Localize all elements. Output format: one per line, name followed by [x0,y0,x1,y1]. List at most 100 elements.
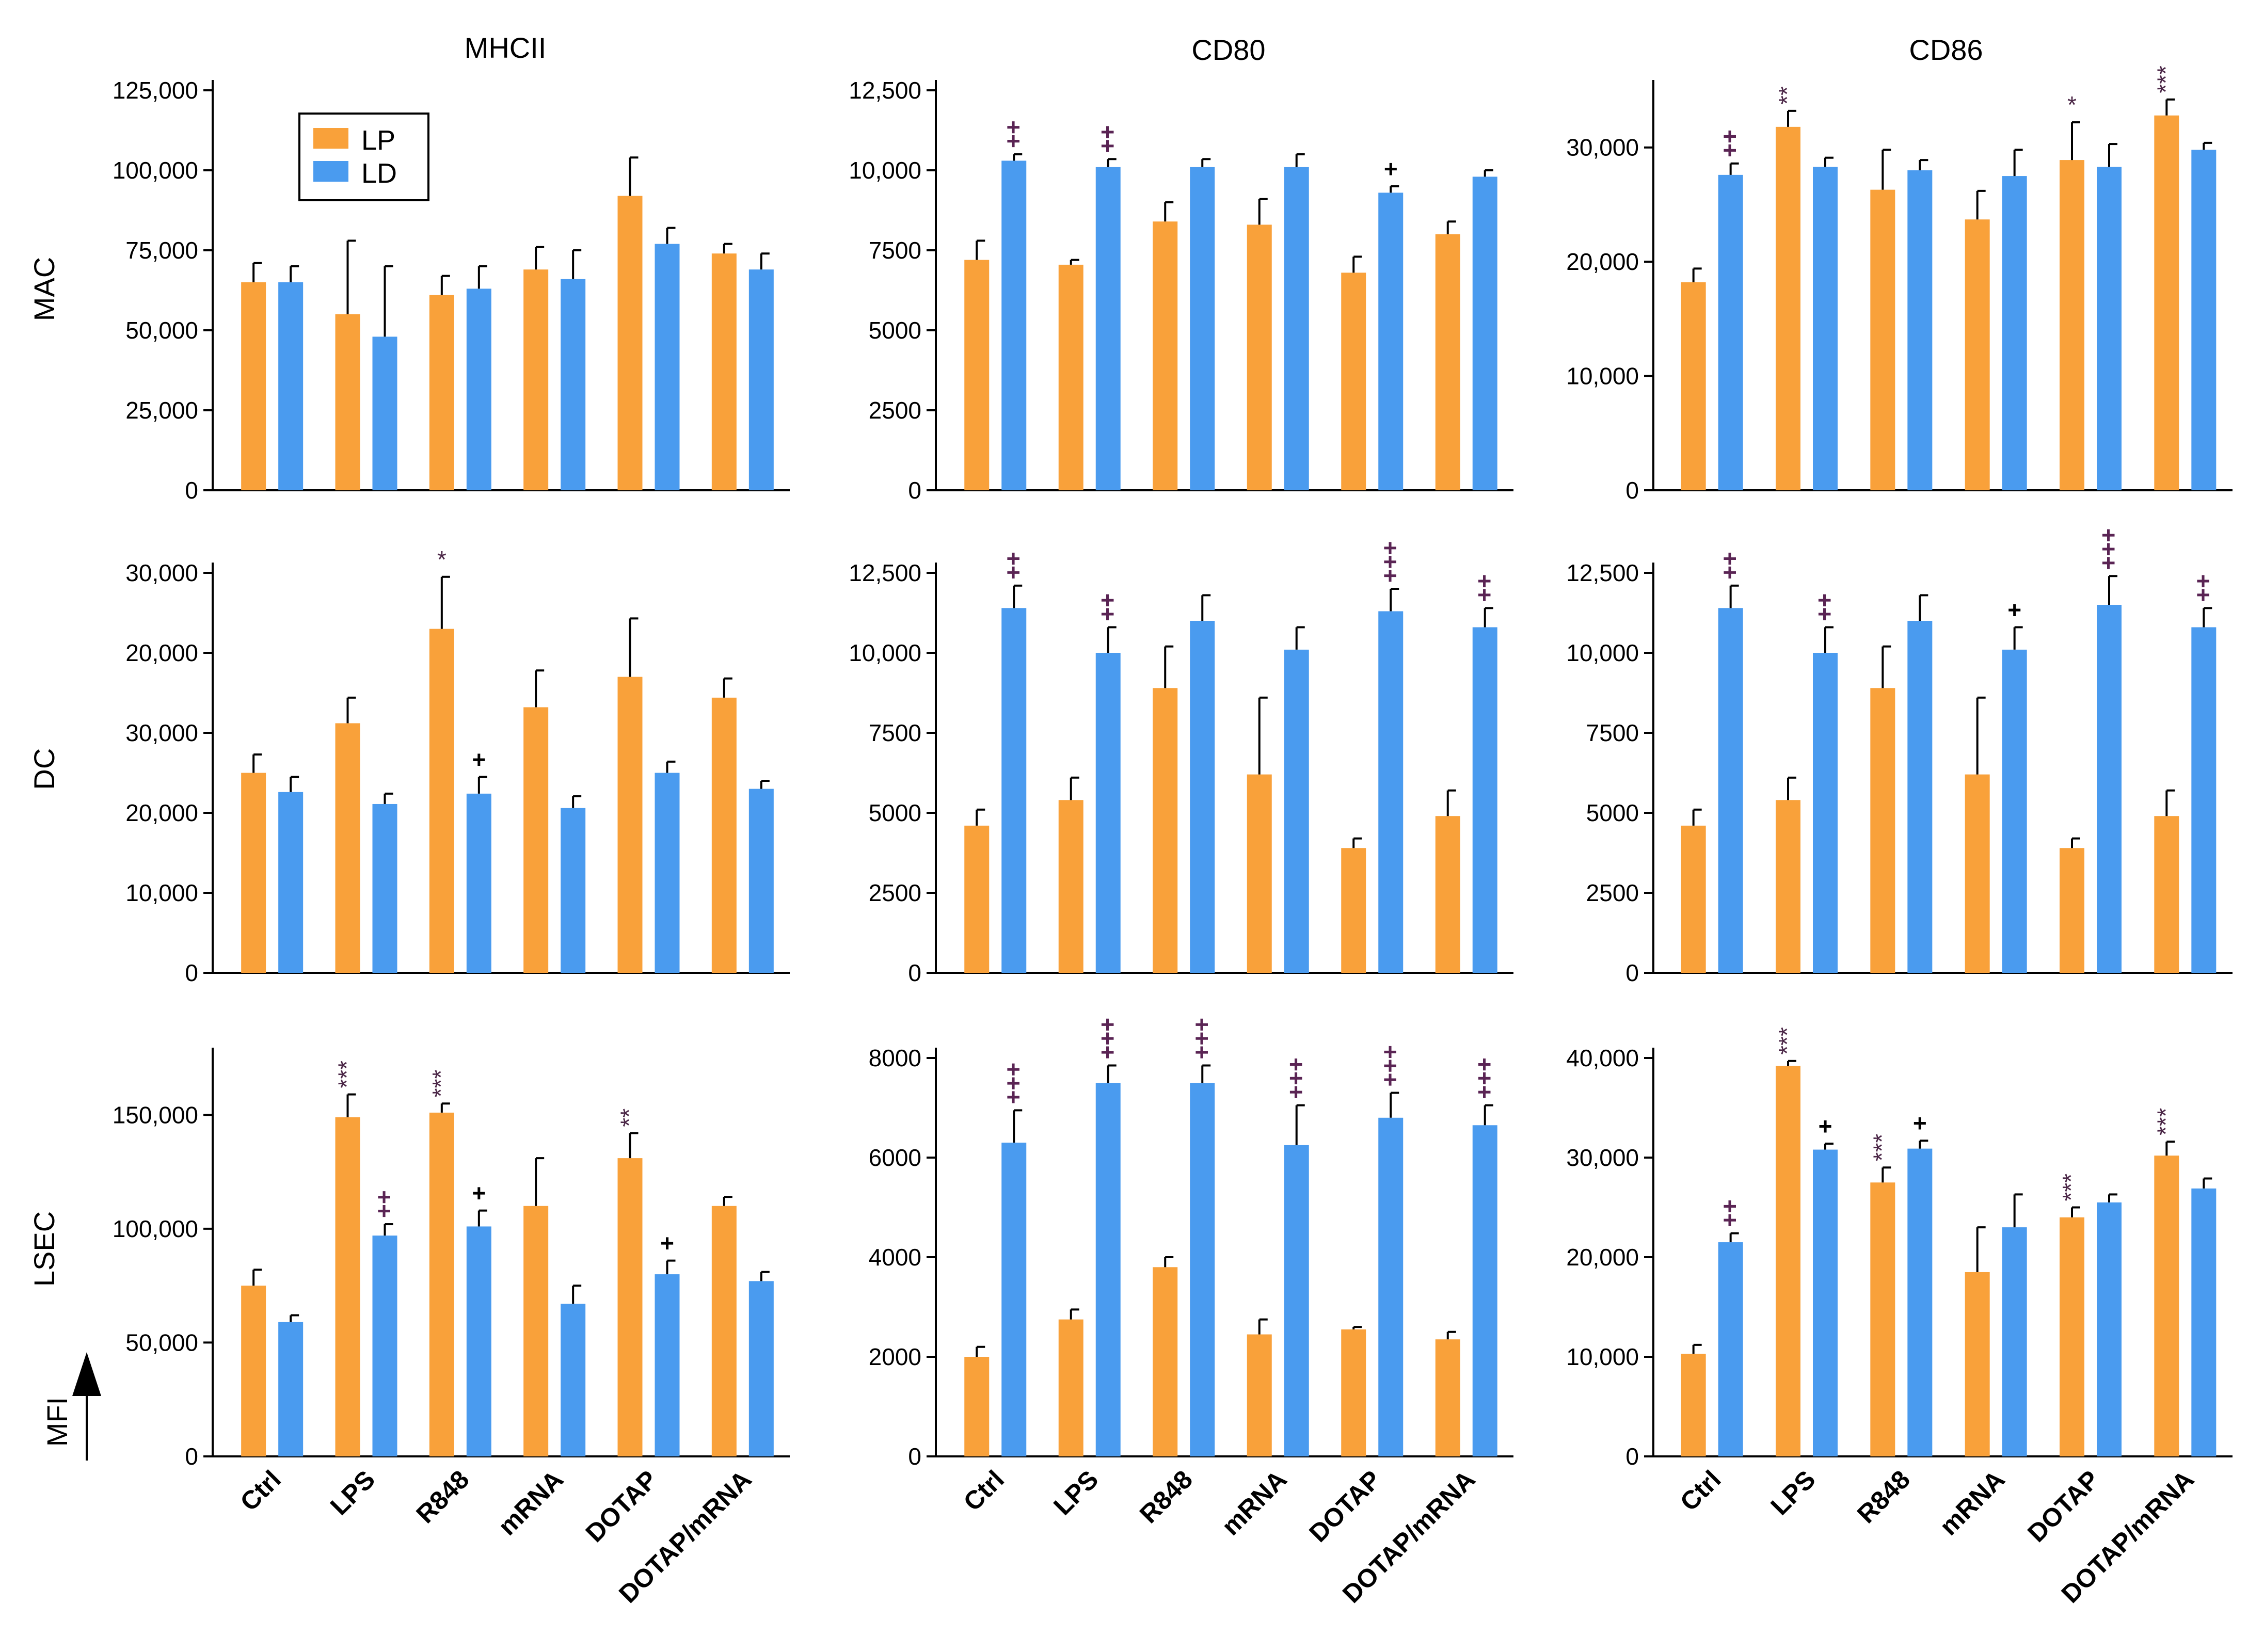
significance-marker: ++ [1094,125,1121,153]
bar-lp-lps [1776,126,1800,490]
significance-marker: +++ [1188,1018,1215,1060]
y-tick-label: 0 [1625,959,1639,986]
bar-lp-mrna [1965,219,1990,490]
bar-ld-dotap [2097,167,2122,490]
bar-ld-lps [1095,167,1121,490]
column-title-mhcii: MHCII [465,31,547,64]
bar-lp-dotap [1341,272,1366,490]
bar-lp-r848 [1153,221,1178,490]
significance-marker: *** [1774,1027,1800,1055]
bar-lp-mrna [1247,774,1272,973]
category-label: LPS [325,1465,380,1520]
y-tick-label: 0 [185,959,198,986]
significance-marker: ++ [1471,574,1497,602]
significance-marker: ++ [1716,130,1743,157]
y-tick-label: 0 [1625,477,1639,504]
bar-ld-mrna [561,808,586,973]
bar-lp-ctrl [964,260,990,490]
significance-marker: ** [616,1109,643,1127]
significance-marker: * [437,546,447,573]
bar-lp-ctrl [964,825,990,973]
bar-lp-r848 [429,1112,454,1456]
bar-ld-dotap [655,1274,680,1456]
bar-ld-mrna [1284,1145,1309,1456]
bar-ld-dotap-mrna [748,789,774,973]
significance-marker: ++ [999,120,1026,148]
bar-ld-r848 [466,1226,491,1456]
category-label: R848 [1134,1465,1198,1529]
bar-ld-lps [372,1236,397,1456]
bar-lp-dotap [617,677,643,973]
category-label: mRNA [492,1465,569,1541]
y-tick-label: 7500 [869,719,921,746]
y-tick-label: 125,000 [113,77,198,104]
panels-layer: 0 25,000 50,000 75,000 100,000 125,000 0 2500 50… [113,66,2233,1609]
significance-marker: ++ [371,1190,397,1218]
bar-lp-dotap-mrna [1435,234,1460,490]
y-tick-label: 20,000 [1566,248,1639,275]
significance-marker: + [472,746,486,773]
bar-ld-dotap-mrna [2191,627,2217,973]
y-tick-label: 5000 [1586,799,1639,826]
bar-lp-lps [1058,800,1083,973]
bar-ld-mrna [1284,167,1309,490]
bar-ld-ctrl [1718,174,1743,490]
y-tick-label: 20,000 [125,799,198,826]
column-title-cd86: CD86 [1909,34,1983,66]
bar-lp-lps [335,314,360,490]
significance-marker: + [472,1180,486,1207]
y-tick-label: 50,000 [125,1329,198,1356]
significance-marker: +++ [1376,541,1403,583]
y-tick-label: 10,000 [849,157,921,184]
panel-lsec-cd80: 0 2000 4000 6000 8000 +++ +++ +++ +++ +++ +++ Ctrl L… [869,1018,1513,1609]
bar-ld-lps [1813,167,1838,490]
bar-lp-dotap [2060,848,2084,973]
bar-lp-dotap-mrna [2154,1156,2179,1456]
bar-lp-dotap-mrna [711,253,737,490]
bar-ld-dotap [655,773,680,973]
bar-lp-mrna [1965,1272,1990,1456]
bar-ld-mrna [2002,176,2027,491]
significance-marker: ++ [1094,594,1121,621]
significance-marker: ++ [1716,1199,1743,1227]
significance-marker: ** [1774,86,1800,105]
bar-lp-lps [335,1117,360,1456]
y-tick-label: 2500 [1586,879,1639,906]
bar-ld-lps [1095,1083,1121,1456]
legend-swatch-lp [313,128,348,149]
bar-lp-dotap [1341,1329,1366,1456]
bar-lp-ctrl [964,1357,990,1456]
y-tick-label: 6000 [869,1144,921,1171]
y-tick-label: 100,000 [113,1215,198,1242]
bar-ld-dotap [1378,611,1404,973]
bar-ld-ctrl [278,792,304,973]
y-tick-label: 10,000 [1566,363,1639,390]
panel-mac-mhcii: 0 25,000 50,000 75,000 100,000 125,000 [113,77,790,504]
y-tick-label: 10,000 [1566,639,1639,666]
bar-lp-dotap-mrna [2154,115,2179,490]
y-tick-label: 2500 [869,397,921,424]
bar-ld-ctrl [1001,161,1027,490]
significance-marker: *** [2152,1108,2179,1135]
bar-ld-lps [1813,1149,1838,1456]
category-label: R848 [1852,1465,1916,1529]
bar-lp-dotap [617,1158,643,1456]
y-tick-label: 7500 [869,237,921,264]
y-tick-label: 12,500 [849,77,921,104]
bar-lp-lps [1776,1066,1800,1456]
bar-lp-r848 [1870,189,1895,491]
significance-marker: +++ [1094,1018,1121,1060]
y-tick-label: 10,000 [1566,1343,1639,1370]
significance-marker: +++ [1282,1057,1309,1099]
significance-marker: + [1384,155,1398,182]
bar-ld-r848 [1907,170,1933,490]
bar-lp-lps [1058,1319,1083,1456]
bar-ld-r848 [1190,167,1215,490]
category-label: Ctrl [234,1465,286,1516]
y-tick-label: 150,000 [113,1101,198,1128]
category-label: DOTAP [1303,1465,1386,1548]
category-label: LPS [1048,1465,1104,1520]
bar-lp-ctrl [1681,825,1706,973]
